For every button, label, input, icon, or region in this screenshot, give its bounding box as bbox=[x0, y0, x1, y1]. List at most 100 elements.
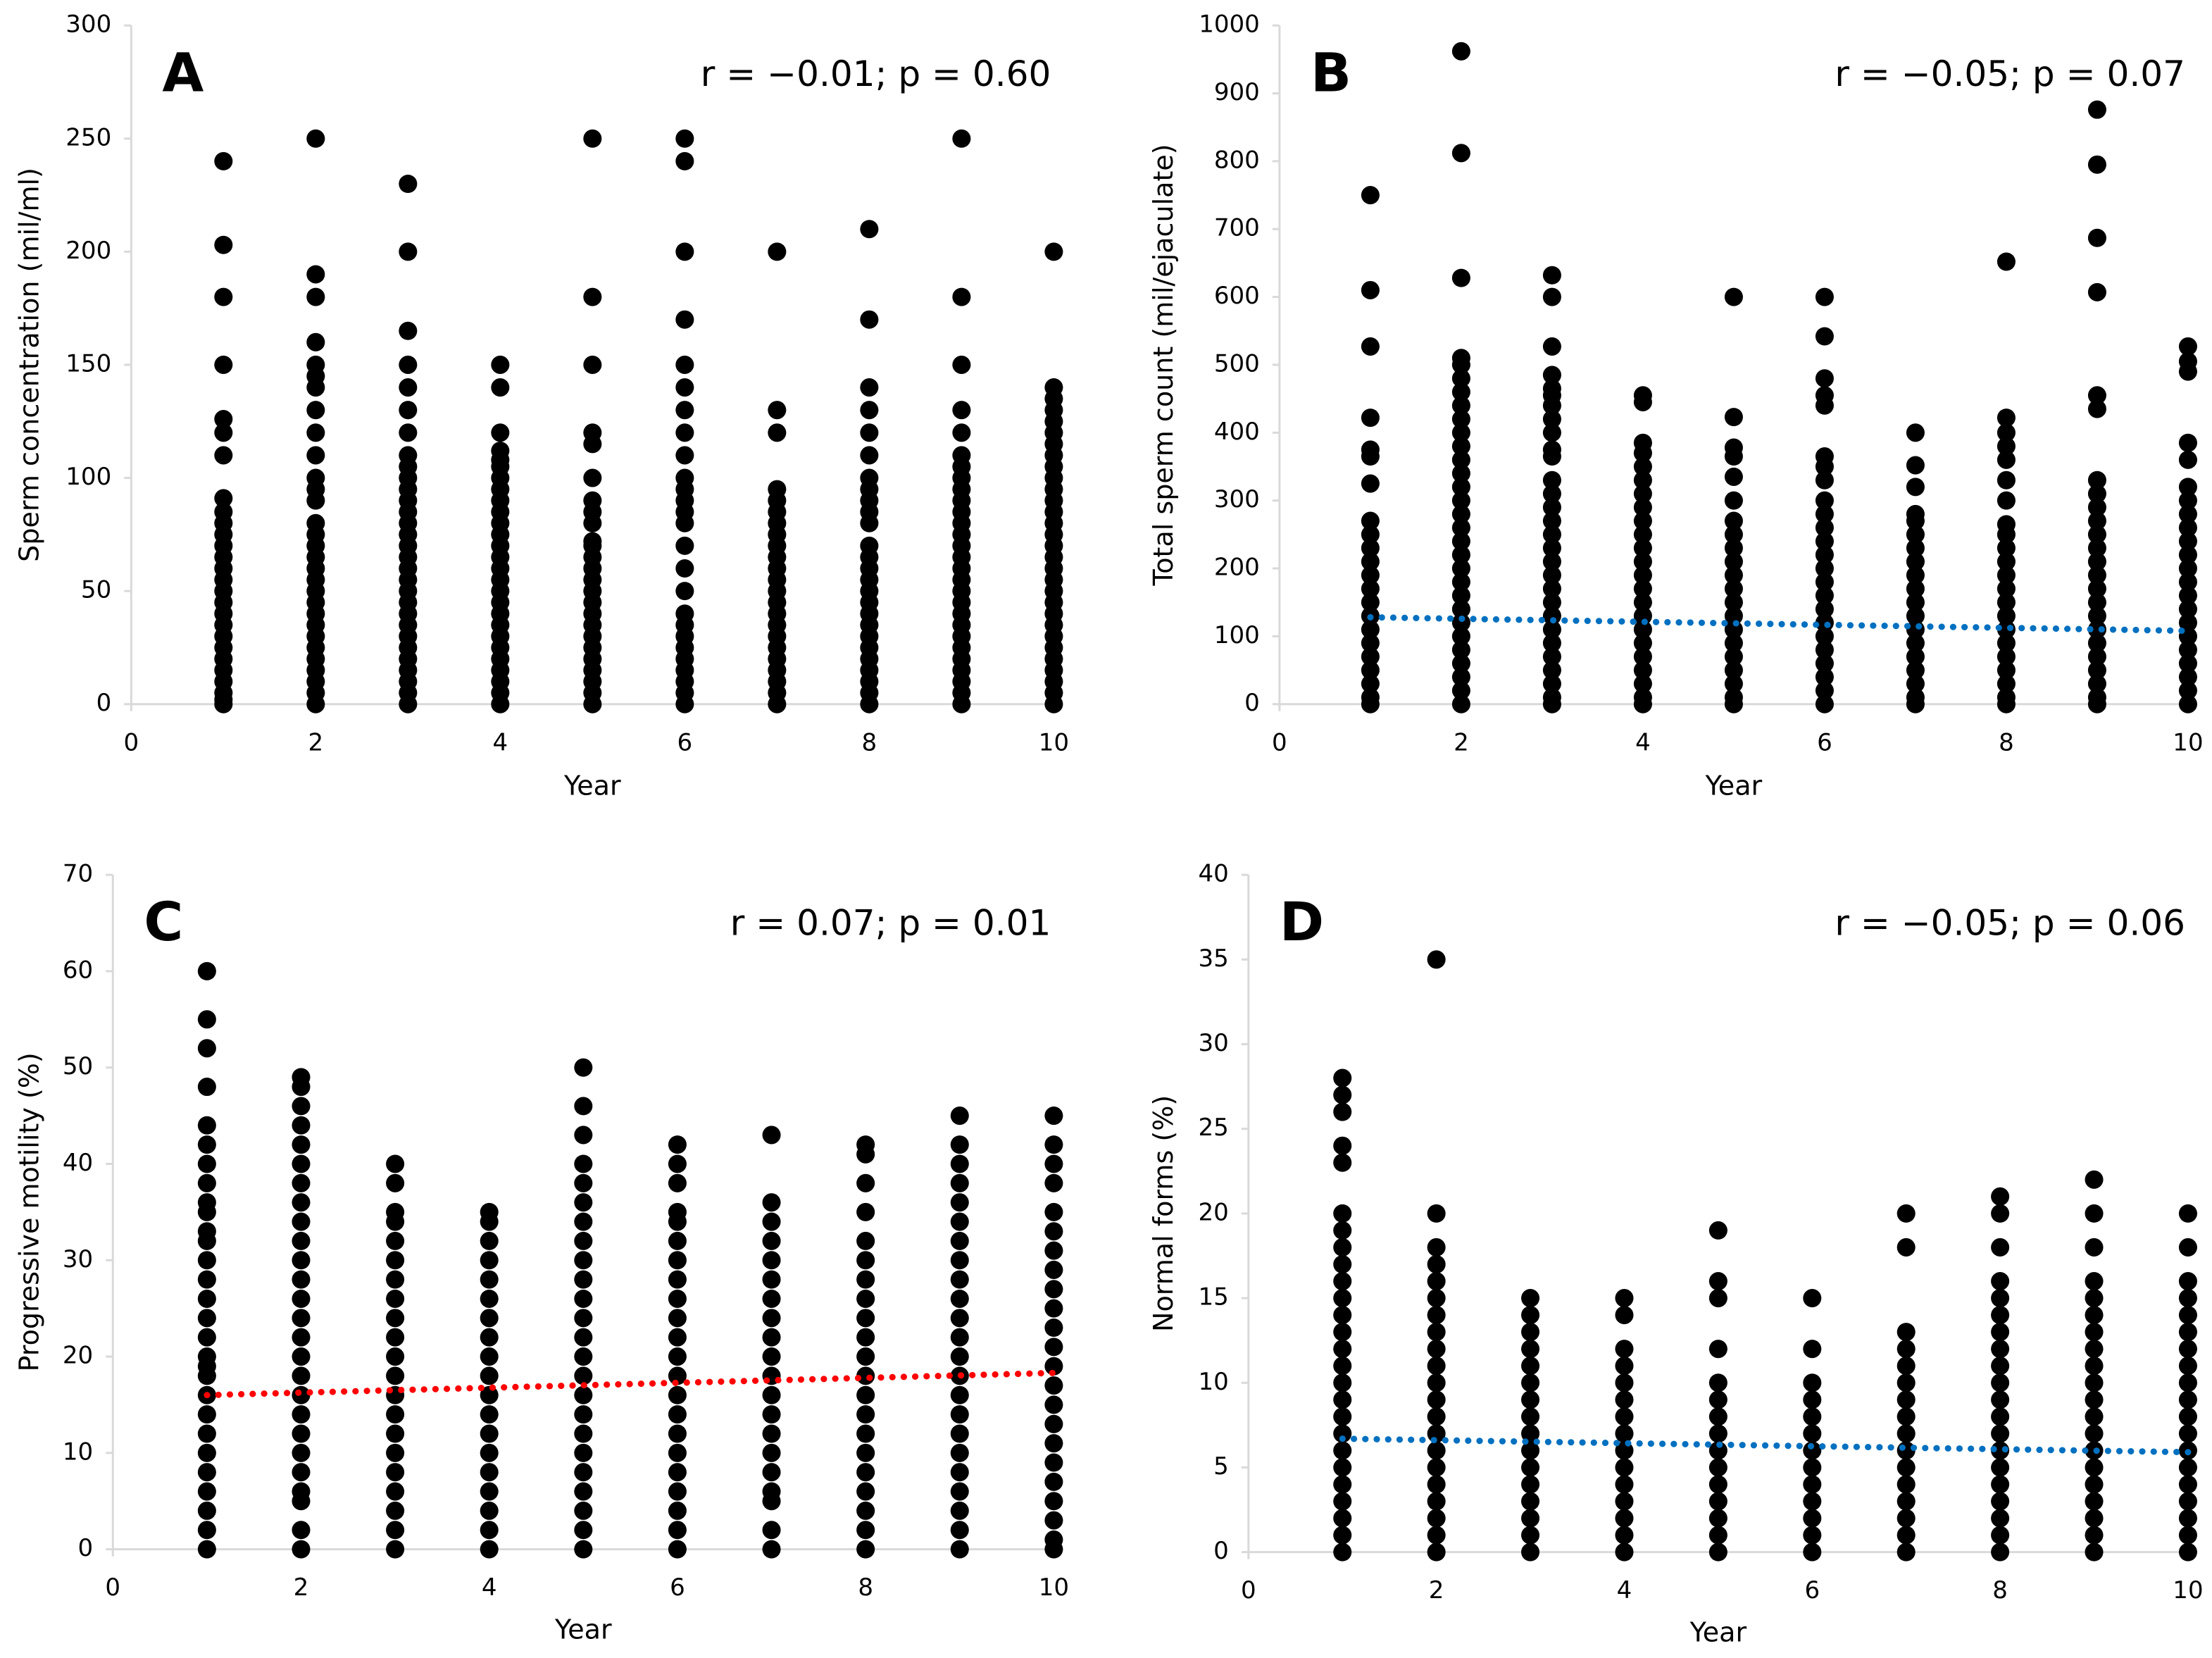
point bbox=[1991, 1458, 2010, 1477]
point bbox=[292, 1521, 311, 1540]
point bbox=[1521, 1390, 1540, 1409]
point bbox=[574, 1058, 593, 1077]
point bbox=[480, 1463, 499, 1482]
point bbox=[1044, 694, 1063, 713]
point bbox=[2085, 1509, 2104, 1528]
point bbox=[574, 1347, 593, 1366]
point bbox=[1724, 566, 1743, 585]
point bbox=[950, 1135, 969, 1154]
point bbox=[856, 1347, 875, 1366]
point bbox=[1633, 457, 1652, 476]
point bbox=[1361, 280, 1380, 299]
point bbox=[480, 1405, 499, 1424]
point bbox=[1815, 627, 1834, 646]
point bbox=[2087, 399, 2106, 418]
point bbox=[1991, 1475, 2010, 1494]
point bbox=[860, 310, 879, 329]
point bbox=[306, 265, 325, 284]
point bbox=[1044, 1434, 1063, 1453]
point bbox=[386, 1173, 405, 1192]
point bbox=[1333, 1204, 1352, 1223]
point bbox=[1803, 1289, 1822, 1308]
point bbox=[952, 287, 971, 306]
point bbox=[1633, 470, 1652, 490]
point bbox=[1803, 1407, 1822, 1426]
point bbox=[386, 1521, 405, 1540]
point bbox=[762, 1193, 781, 1212]
point bbox=[1991, 1272, 2010, 1291]
point bbox=[1044, 1318, 1063, 1338]
point bbox=[480, 1289, 499, 1308]
point bbox=[1542, 694, 1561, 713]
y-tick-label: 70 bbox=[63, 860, 93, 888]
point bbox=[1997, 661, 2016, 680]
point bbox=[2178, 478, 2197, 497]
point bbox=[1897, 1323, 1916, 1342]
point bbox=[1542, 647, 1561, 666]
point bbox=[1044, 1173, 1063, 1192]
point bbox=[675, 582, 694, 601]
point bbox=[491, 423, 510, 442]
point bbox=[1724, 511, 1743, 530]
point bbox=[1724, 606, 1743, 625]
point bbox=[1724, 467, 1743, 486]
point bbox=[762, 1328, 781, 1347]
point bbox=[1633, 647, 1652, 666]
point bbox=[574, 1212, 593, 1231]
point bbox=[1991, 1238, 2010, 1257]
point bbox=[1427, 1373, 1446, 1392]
point bbox=[214, 489, 233, 508]
point bbox=[1542, 337, 1561, 356]
point bbox=[1427, 1542, 1446, 1562]
point bbox=[2178, 1272, 2197, 1291]
point bbox=[574, 1405, 593, 1424]
point bbox=[1451, 437, 1470, 456]
point bbox=[1361, 579, 1380, 598]
point bbox=[1044, 1338, 1063, 1357]
point bbox=[574, 1385, 593, 1404]
point bbox=[1521, 1424, 1540, 1443]
point bbox=[574, 1097, 593, 1116]
point bbox=[1427, 1306, 1446, 1325]
point bbox=[1451, 369, 1470, 388]
point bbox=[1542, 593, 1561, 612]
point bbox=[1906, 674, 1925, 693]
point bbox=[1542, 511, 1561, 530]
point bbox=[480, 1347, 499, 1366]
point bbox=[668, 1212, 687, 1231]
point bbox=[2178, 586, 2197, 605]
point bbox=[1803, 1526, 1822, 1545]
point bbox=[1906, 456, 1925, 475]
point bbox=[197, 1424, 216, 1443]
point bbox=[1361, 337, 1380, 356]
point bbox=[292, 1135, 311, 1154]
point bbox=[1708, 1424, 1727, 1443]
point bbox=[292, 1463, 311, 1482]
point bbox=[1724, 633, 1743, 653]
point bbox=[675, 559, 694, 578]
point bbox=[1451, 410, 1470, 429]
point bbox=[306, 491, 325, 510]
point bbox=[1333, 1441, 1352, 1460]
point bbox=[1333, 1085, 1352, 1104]
point bbox=[856, 1521, 875, 1540]
point bbox=[950, 1405, 969, 1424]
y-tick-label: 100 bbox=[65, 463, 111, 491]
point bbox=[399, 355, 418, 374]
point bbox=[1997, 525, 2016, 544]
point bbox=[762, 1385, 781, 1404]
point bbox=[386, 1309, 405, 1328]
point bbox=[1897, 1526, 1916, 1545]
point bbox=[1521, 1509, 1540, 1528]
point bbox=[762, 1521, 781, 1540]
point bbox=[306, 332, 325, 351]
point bbox=[1633, 579, 1652, 598]
point bbox=[1044, 1376, 1063, 1395]
point bbox=[1991, 1340, 2010, 1359]
point bbox=[1427, 1509, 1446, 1528]
point bbox=[292, 1193, 311, 1212]
point bbox=[480, 1366, 499, 1385]
point bbox=[860, 378, 879, 397]
point bbox=[1451, 627, 1470, 646]
point bbox=[1991, 1424, 2010, 1443]
